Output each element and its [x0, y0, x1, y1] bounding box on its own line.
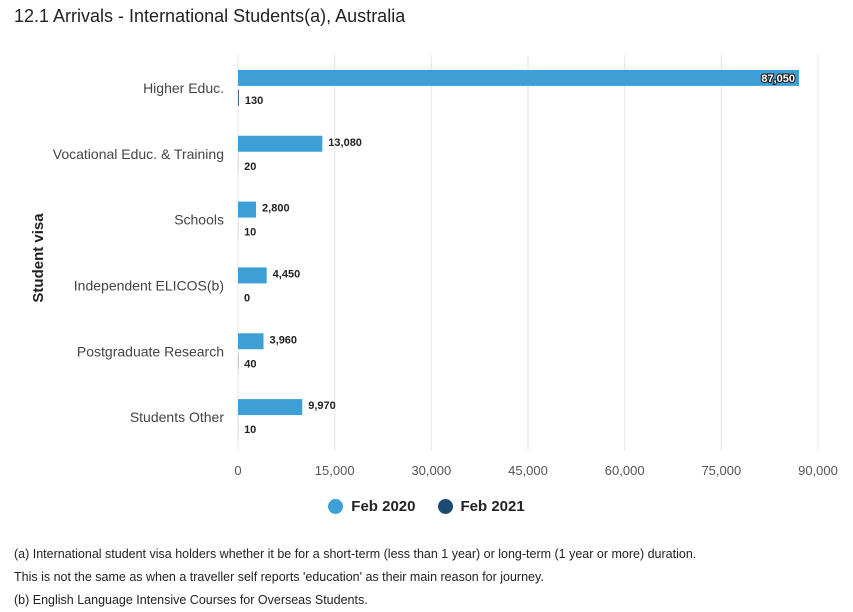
bar-feb-2021	[238, 90, 239, 106]
data-label-feb-2021: 10	[244, 424, 256, 436]
data-label-feb-2021: 130	[245, 95, 263, 107]
data-label-feb-2020: 13,080	[328, 137, 362, 149]
bar-feb-2020	[238, 70, 799, 86]
data-label-feb-2020: 9,970	[308, 400, 336, 412]
x-tick-label: 60,000	[605, 463, 645, 478]
chart-plot: 0 15,000 30,000 45,000 60,000 75,000 90,000 Stu…	[0, 0, 853, 490]
data-label-feb-2021: 40	[244, 358, 256, 370]
footnote-b: (b) English Language Intensive Courses f…	[14, 589, 696, 612]
footnote-a-continued: This is not the same as when a traveller…	[14, 566, 696, 589]
data-label-feb-2021: 0	[244, 292, 250, 304]
x-tick-label: 30,000	[411, 463, 451, 478]
legend: Feb 2020 Feb 2021	[0, 498, 853, 515]
legend-label-feb-2021: Feb 2021	[461, 498, 525, 515]
data-label-feb-2021: 20	[244, 161, 256, 173]
bar-feb-2020	[238, 333, 264, 349]
legend-item-feb-2020[interactable]: Feb 2020	[328, 498, 415, 515]
legend-label-feb-2020: Feb 2020	[351, 498, 415, 515]
bar-feb-2020	[238, 267, 267, 283]
footnote-a: (a) International student visa holders w…	[14, 543, 696, 566]
data-label-feb-2020: 2,800	[262, 203, 290, 215]
category-label: Higher Educ.	[143, 80, 224, 96]
x-tick-label: 0	[234, 463, 241, 478]
bar-feb-2020	[238, 136, 322, 152]
data-label-feb-2020: 4,450	[273, 268, 301, 280]
y-axis-title: Student visa	[30, 213, 47, 303]
footnotes: (a) International student visa holders w…	[14, 543, 696, 612]
x-tick-label: 75,000	[701, 463, 741, 478]
data-label-feb-2020: 87,050	[761, 73, 795, 85]
data-label-feb-2021: 10	[244, 227, 256, 239]
legend-swatch-feb-2021	[438, 499, 453, 514]
legend-item-feb-2021[interactable]: Feb 2021	[438, 498, 525, 515]
x-tick-label: 15,000	[315, 463, 355, 478]
bar-feb-2020	[238, 399, 302, 415]
category-label: Independent ELICOS(b)	[74, 277, 224, 293]
legend-swatch-feb-2020	[328, 499, 343, 514]
category-label: Schools	[174, 212, 224, 228]
category-label: Students Other	[130, 409, 225, 425]
bar-feb-2020	[238, 202, 256, 218]
category-label: Postgraduate Research	[77, 343, 224, 359]
x-tick-label: 90,000	[798, 463, 838, 478]
category-label: Vocational Educ. & Training	[53, 146, 224, 162]
x-tick-label: 45,000	[508, 463, 548, 478]
data-label-feb-2020: 3,960	[270, 334, 298, 346]
